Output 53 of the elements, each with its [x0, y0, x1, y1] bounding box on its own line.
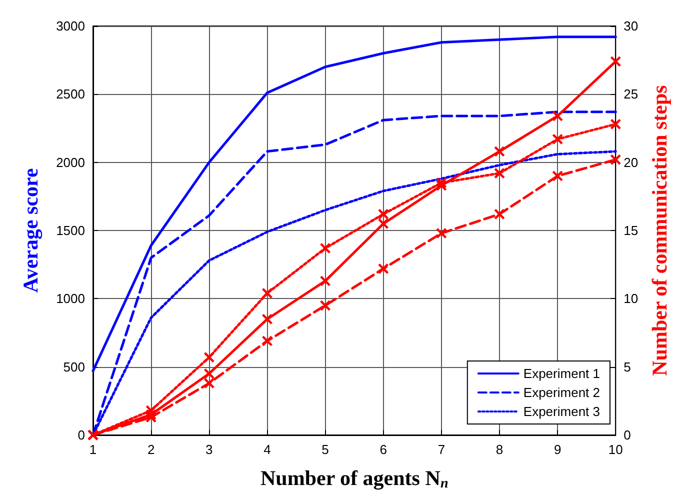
- x-tick-label: 10: [608, 442, 623, 457]
- x-tick-label: 9: [554, 442, 562, 457]
- point: [610, 154, 621, 165]
- x-tick-label: 6: [380, 442, 387, 457]
- point: [378, 264, 388, 274]
- y2-tick-label: 15: [624, 223, 638, 238]
- y-tick-label: 500: [63, 359, 85, 374]
- legend-label: Experiment 1: [523, 366, 600, 381]
- point: [262, 336, 272, 346]
- point: [552, 110, 563, 121]
- point: [204, 352, 214, 362]
- y-tick-label: 0: [78, 428, 85, 442]
- point: [146, 405, 156, 416]
- legend-label: Experiment 2: [523, 385, 600, 400]
- x-tick-label: 7: [438, 442, 446, 457]
- y2-tick-label: 30: [624, 18, 638, 34]
- y2-tick-label: 10: [624, 291, 638, 306]
- y-axis-title: Average score: [18, 168, 42, 293]
- y2-tick-label: 25: [624, 86, 638, 102]
- point: [262, 314, 272, 324]
- point: [436, 228, 446, 238]
- point: [610, 56, 621, 66]
- point: [552, 134, 563, 144]
- point: [320, 243, 330, 254]
- legend-label: Experiment 3: [523, 404, 600, 419]
- x-tick-label: 5: [322, 442, 329, 457]
- y2-axis-title: Number of communication steps: [648, 85, 672, 376]
- x-tick-label: 4: [264, 442, 271, 457]
- y2-tick-label: 5: [624, 359, 631, 374]
- y-tick-label: 2500: [56, 86, 85, 102]
- x-tick-label: 3: [206, 442, 213, 457]
- point: [262, 288, 272, 298]
- y-tick-label: 1500: [56, 223, 85, 238]
- point: [552, 170, 563, 181]
- point: [204, 378, 214, 388]
- y-tick-label: 2000: [56, 154, 85, 170]
- point: [494, 168, 504, 178]
- x-tick-label: 8: [496, 442, 504, 457]
- point: [494, 146, 504, 156]
- point: [610, 119, 621, 130]
- x-tick-label: 1: [89, 442, 97, 457]
- point: [378, 209, 388, 220]
- point: [204, 368, 214, 379]
- y2-tick-label: 0: [624, 428, 631, 442]
- y-tick-label: 3000: [56, 18, 85, 34]
- y2-tick-label: 20: [624, 154, 638, 170]
- point: [494, 209, 504, 220]
- point: [320, 300, 330, 310]
- point: [320, 276, 330, 286]
- x-tick-label: 2: [147, 442, 155, 457]
- point: [436, 178, 446, 188]
- point: [378, 218, 388, 229]
- y-tick-label: 1000: [56, 291, 85, 306]
